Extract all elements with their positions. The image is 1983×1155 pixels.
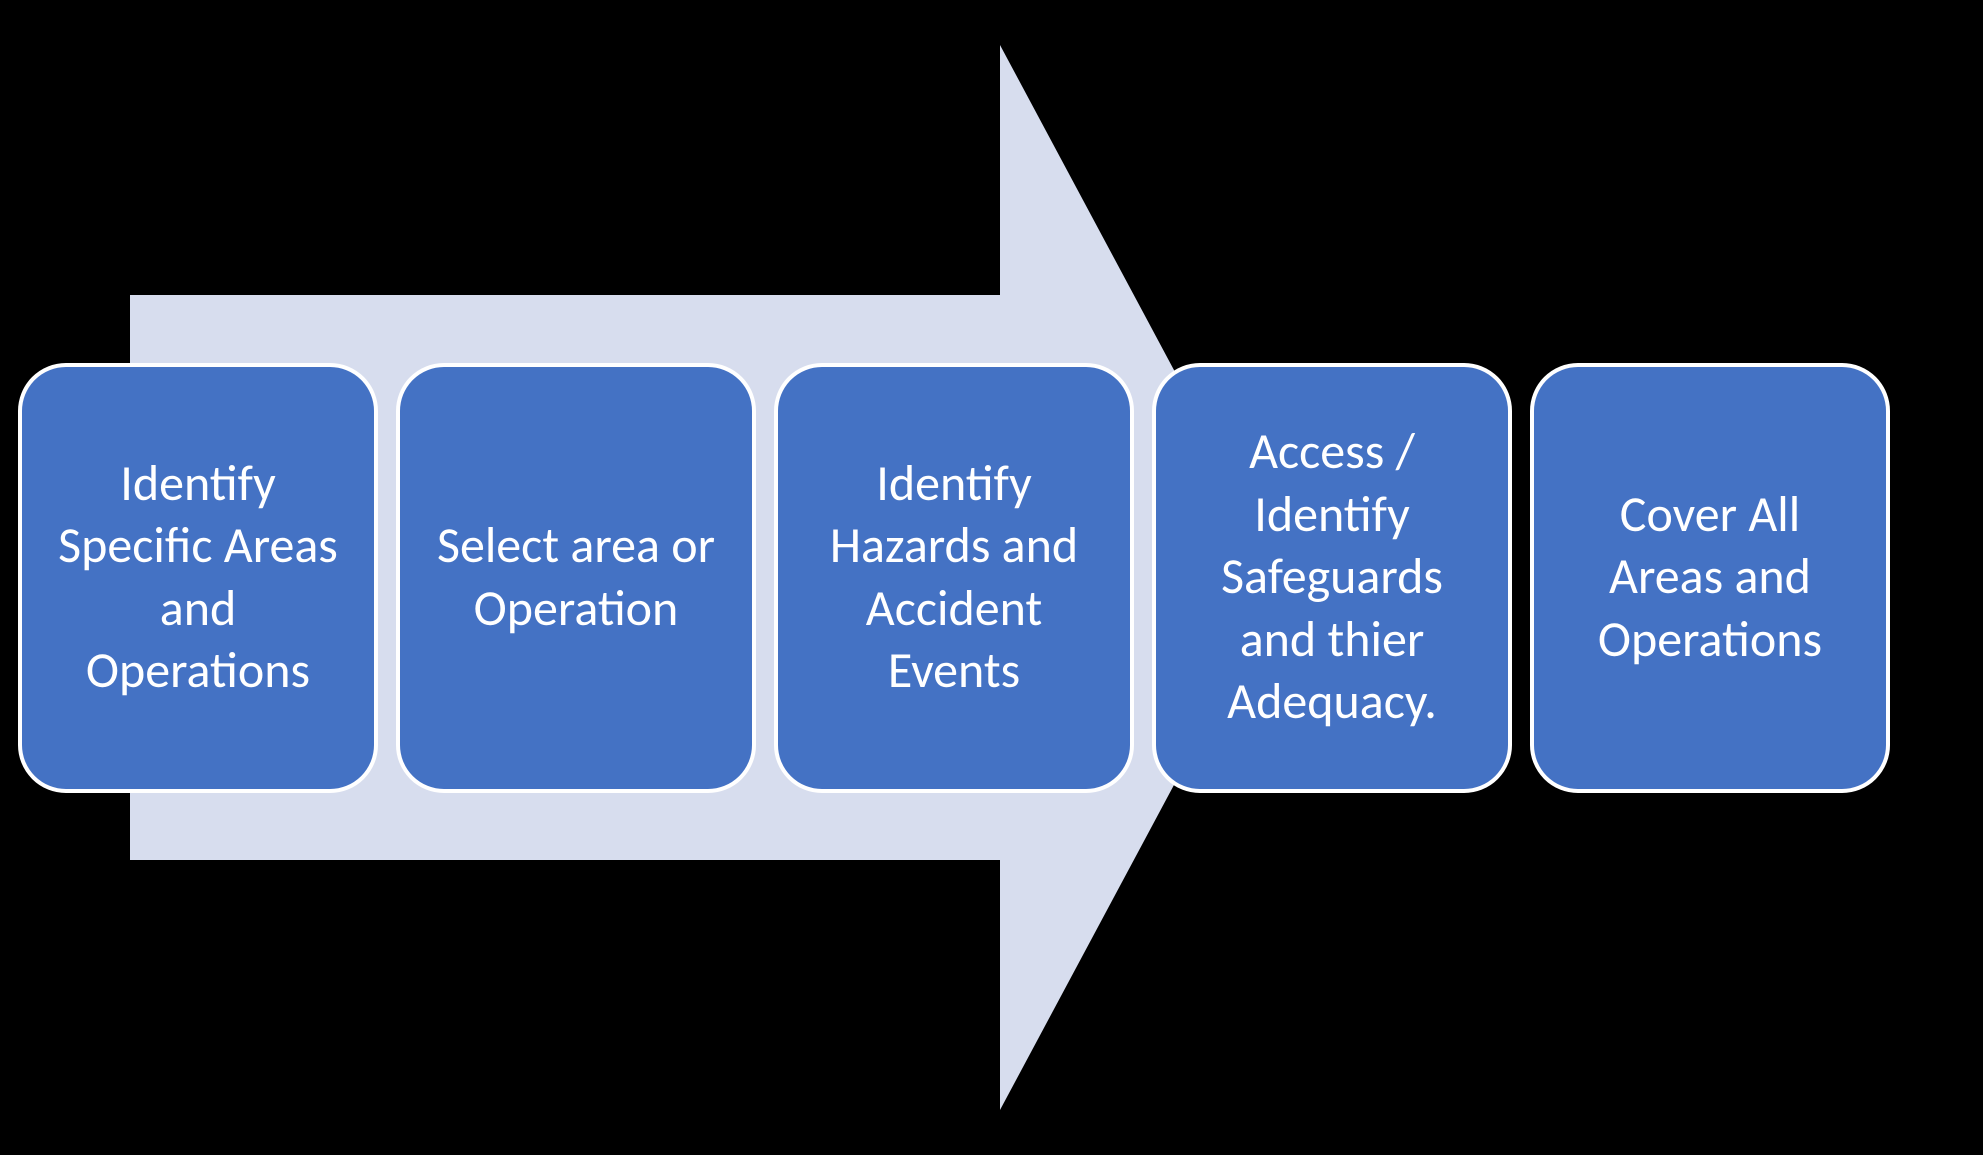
step-1-label: Identify Specific Areas and Operations: [46, 453, 350, 703]
process-arrow-diagram: Identify Specific Areas and Operations S…: [0, 0, 1983, 1155]
step-2-label: Select area or Operation: [424, 515, 728, 640]
step-4-label: Access / Identify Safeguards and thier A…: [1180, 421, 1484, 734]
step-5-label: Cover All Areas and Operations: [1558, 484, 1862, 672]
step-3: Identify Hazards and Accident Events: [774, 363, 1134, 793]
step-5: Cover All Areas and Operations: [1530, 363, 1890, 793]
step-1: Identify Specific Areas and Operations: [18, 363, 378, 793]
step-2: Select area or Operation: [396, 363, 756, 793]
steps-row: Identify Specific Areas and Operations S…: [18, 363, 1890, 793]
step-3-label: Identify Hazards and Accident Events: [802, 453, 1106, 703]
step-4: Access / Identify Safeguards and thier A…: [1152, 363, 1512, 793]
